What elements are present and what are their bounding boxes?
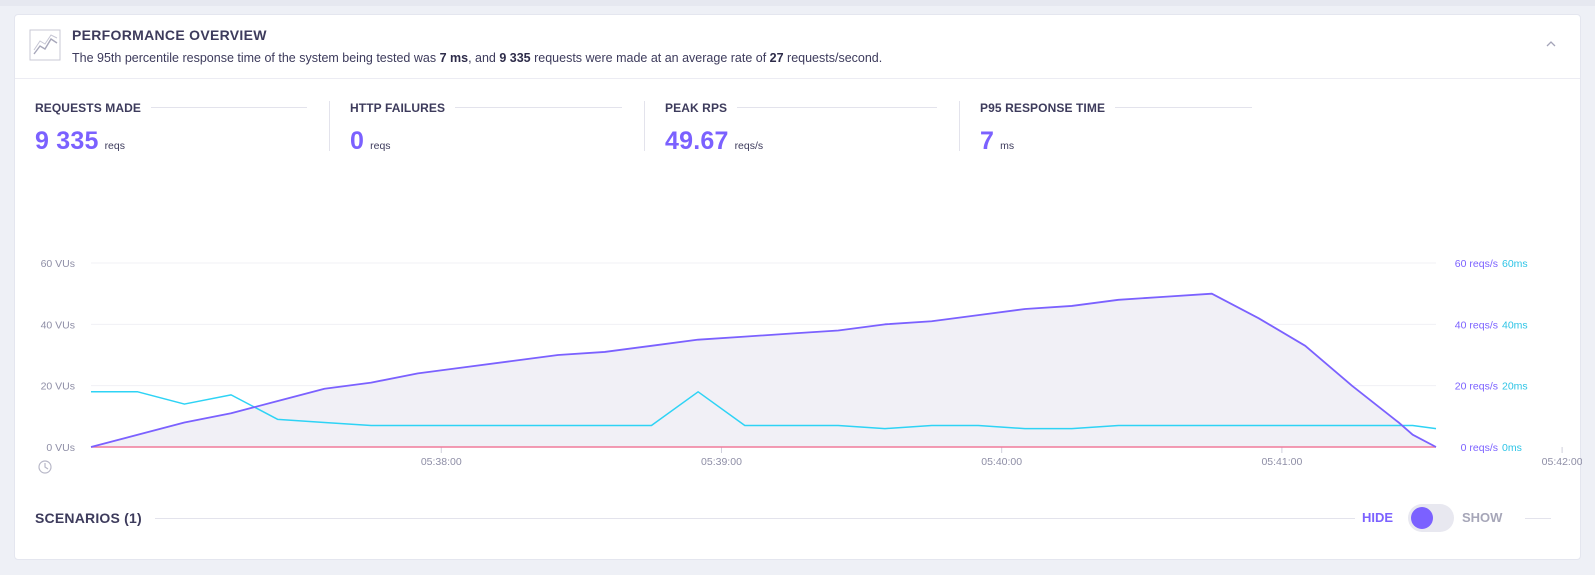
metric-rule: [980, 107, 1252, 108]
metric-divider: [959, 101, 960, 151]
x-tick-label: 05:42:00: [1542, 456, 1582, 468]
y-tick-label-ms: 20ms: [1502, 381, 1528, 393]
x-tick-label: 05:40:00: [981, 456, 1022, 468]
scenarios-label[interactable]: SCENARIOS (1): [35, 510, 142, 526]
vus-area: [91, 293, 1436, 447]
metric-unit: reqs: [104, 140, 125, 152]
scenarios-end-rule: [1525, 518, 1551, 519]
y-tick-label-ms: 0ms: [1502, 442, 1522, 454]
top-border: [0, 0, 1595, 6]
scenarios-divider: [155, 518, 1355, 519]
summary-requests: 9 335: [499, 51, 531, 65]
y-tick-label-ms: 60ms: [1502, 258, 1528, 270]
metric-unit: reqs: [370, 140, 391, 152]
x-tick-label: 05:38:00: [421, 456, 462, 468]
y-tick-label-left: 0 VUs: [46, 442, 75, 454]
metric-rule: [35, 107, 307, 108]
metric-requests-made: REQUESTS MADE 9 335 reqs: [35, 99, 335, 169]
metric-label: HTTP FAILURES: [350, 101, 456, 115]
y-tick-label-rps: 20 reqs/s: [1455, 381, 1498, 393]
x-tick-label: 05:41:00: [1261, 456, 1302, 468]
metric-p95-response-time: P95 RESPONSE TIME 7 ms: [980, 99, 1280, 169]
x-tick-label: 05:39:00: [701, 456, 742, 468]
panel-summary: The 95th percentile response time of the…: [72, 51, 882, 65]
summary-p95: 7 ms: [439, 51, 469, 65]
metric-rule: [665, 107, 937, 108]
clock-icon: [38, 460, 52, 474]
metric-label: REQUESTS MADE: [35, 101, 151, 115]
y-tick-label-left: 40 VUs: [41, 319, 75, 331]
y-tick-label-rps: 40 reqs/s: [1455, 319, 1498, 331]
y-tick-label-left: 20 VUs: [41, 381, 75, 393]
metric-divider: [644, 101, 645, 151]
chart-line-icon: [29, 29, 61, 61]
metric-value: 9 335: [35, 127, 99, 155]
summary-text: , and: [468, 51, 500, 65]
metric-rule: [350, 107, 622, 108]
series-line-vus: [90, 292, 1437, 448]
series-line-p95: [91, 391, 1437, 430]
metric-value: 0: [350, 127, 365, 155]
chevron-up-icon[interactable]: [1544, 37, 1558, 51]
y-tick-label-rps: 60 reqs/s: [1455, 258, 1498, 270]
panel-title: PERFORMANCE OVERVIEW: [72, 27, 267, 43]
metric-divider: [329, 101, 330, 151]
summary-text: requests were made at an average rate of: [530, 51, 770, 65]
summary-text: The 95th percentile response time of the…: [72, 51, 440, 65]
performance-overview-panel: PERFORMANCE OVERVIEW The 95th percentile…: [14, 14, 1582, 560]
metric-label: PEAK RPS: [665, 101, 738, 115]
summary-rate: 27: [769, 51, 784, 65]
metric-unit: reqs/s: [734, 140, 764, 152]
metric-value: 7: [980, 127, 995, 155]
metric-label: P95 RESPONSE TIME: [980, 101, 1116, 115]
y-tick-label-rps: 0 reqs/s: [1461, 442, 1498, 454]
metric-value: 49.67: [665, 127, 729, 155]
y-tick-label-ms: 40ms: [1502, 319, 1528, 331]
metric-peak-rps: PEAK RPS 49.67 reqs/s: [665, 99, 965, 169]
show-label[interactable]: SHOW: [1462, 510, 1503, 525]
panel-header[interactable]: PERFORMANCE OVERVIEW The 95th percentile…: [15, 15, 1580, 79]
metric-unit: ms: [1000, 140, 1015, 152]
summary-text: requests/second.: [783, 51, 883, 65]
scenarios-toggle[interactable]: [1408, 504, 1454, 532]
toggle-knob: [1411, 507, 1433, 529]
metric-http-failures: HTTP FAILURES 0 reqs: [350, 99, 650, 169]
performance-chart[interactable]: 0 VUs 0 reqs/s 0ms 20 VUs 20 reqs/s 20ms 40 VU…: [15, 243, 1582, 483]
hide-label[interactable]: HIDE: [1362, 510, 1394, 525]
y-tick-label-left: 60 VUs: [41, 258, 75, 270]
